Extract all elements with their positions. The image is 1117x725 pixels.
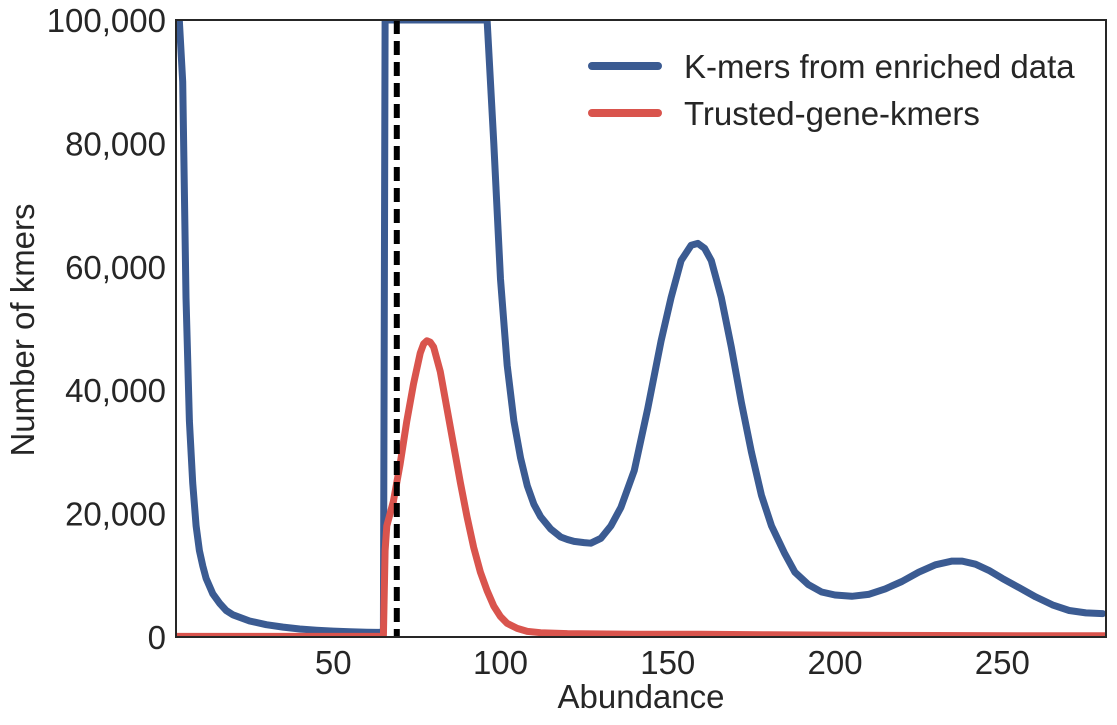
x-tick-label: 250 [975,644,1030,681]
x-axis-ticks: 50 100 150 200 250 [315,644,1030,681]
y-tick-label: 60,000 [65,249,166,286]
series-line-2 [176,337,1106,637]
y-tick-label: 0 [148,619,166,656]
legend-label-1: K-mers from enriched data [684,48,1075,85]
x-tick-label: 150 [640,644,695,681]
legend-label-2: Trusted-gene-kmers [684,95,980,132]
y-tick-label: 100,000 [47,2,166,39]
x-axis-label: Abundance [558,678,725,715]
x-tick-label: 50 [315,644,352,681]
series-line-1 [176,20,1106,636]
y-tick-label: 40,000 [65,372,166,409]
y-tick-label: 20,000 [65,496,166,533]
series-layer [176,20,1106,637]
y-axis-ticks: 0 20,000 40,000 60,000 80,000 100,000 [47,2,166,656]
y-axis-label: Number of kmers [4,203,41,456]
plot-frame [175,19,1107,638]
x-tick-label: 100 [473,644,528,681]
x-tick-label: 200 [807,644,862,681]
y-tick-label: 80,000 [65,125,166,162]
plot-background [176,20,1106,637]
legend: K-mers from enriched data Trusted-gene-km… [588,48,1075,132]
